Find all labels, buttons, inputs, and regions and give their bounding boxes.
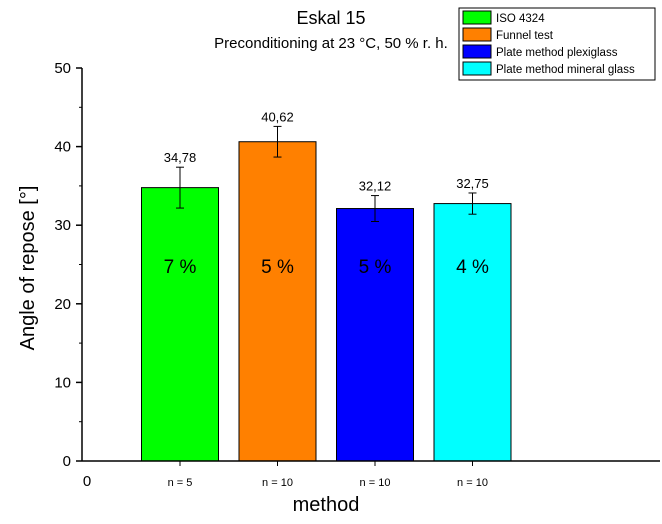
legend-swatch-4 [462, 61, 492, 76]
data-label-3: 32,12 [359, 179, 392, 194]
x-origin-tick-label: 0 [83, 473, 91, 490]
percent-label-2: 5 % [261, 257, 294, 278]
legend-label-3: Plate method plexiglass [496, 47, 618, 59]
legend-label-1: ISO 4324 [496, 13, 545, 25]
x-axis-label: method [293, 494, 360, 516]
legend-swatch-2 [462, 27, 492, 42]
x-tick-label-1: n = 5 [168, 477, 193, 489]
y-tick-label-50: 50 [54, 60, 71, 77]
x-tick-label-3: n = 10 [360, 477, 391, 489]
x-tick-label-4: n = 10 [457, 477, 488, 489]
y-tick-label-0: 0 [63, 453, 71, 470]
data-label-2: 40,62 [261, 109, 294, 124]
legend-swatch-1 [462, 10, 492, 25]
y-tick-label-20: 20 [54, 296, 71, 313]
legend-swatch-3 [462, 44, 492, 59]
legend-label-2: Funnel test [496, 30, 554, 42]
bar-4 [433, 203, 512, 462]
bar-3 [336, 208, 414, 462]
chart-title: Eskal 15 [296, 8, 365, 28]
y-axis-label: Angle of repose [°] [17, 186, 39, 351]
bar-2 [238, 141, 317, 462]
y-tick-label-40: 40 [54, 139, 71, 156]
percent-label-4: 4 % [456, 257, 489, 278]
percent-label-3: 5 % [359, 257, 392, 278]
legend-box [458, 7, 656, 81]
legend-label-4: Plate method mineral glass [496, 64, 635, 76]
data-label-4: 32,75 [456, 176, 489, 191]
chart-subtitle: Preconditioning at 23 °C, 50 % r. h. [214, 35, 448, 52]
percent-label-1: 7 % [164, 257, 197, 278]
bar-1 [141, 187, 219, 462]
data-label-1: 34,78 [164, 150, 197, 165]
y-tick-label-10: 10 [54, 374, 71, 391]
y-tick-label-30: 30 [54, 217, 71, 234]
x-tick-label-2: n = 10 [262, 477, 293, 489]
